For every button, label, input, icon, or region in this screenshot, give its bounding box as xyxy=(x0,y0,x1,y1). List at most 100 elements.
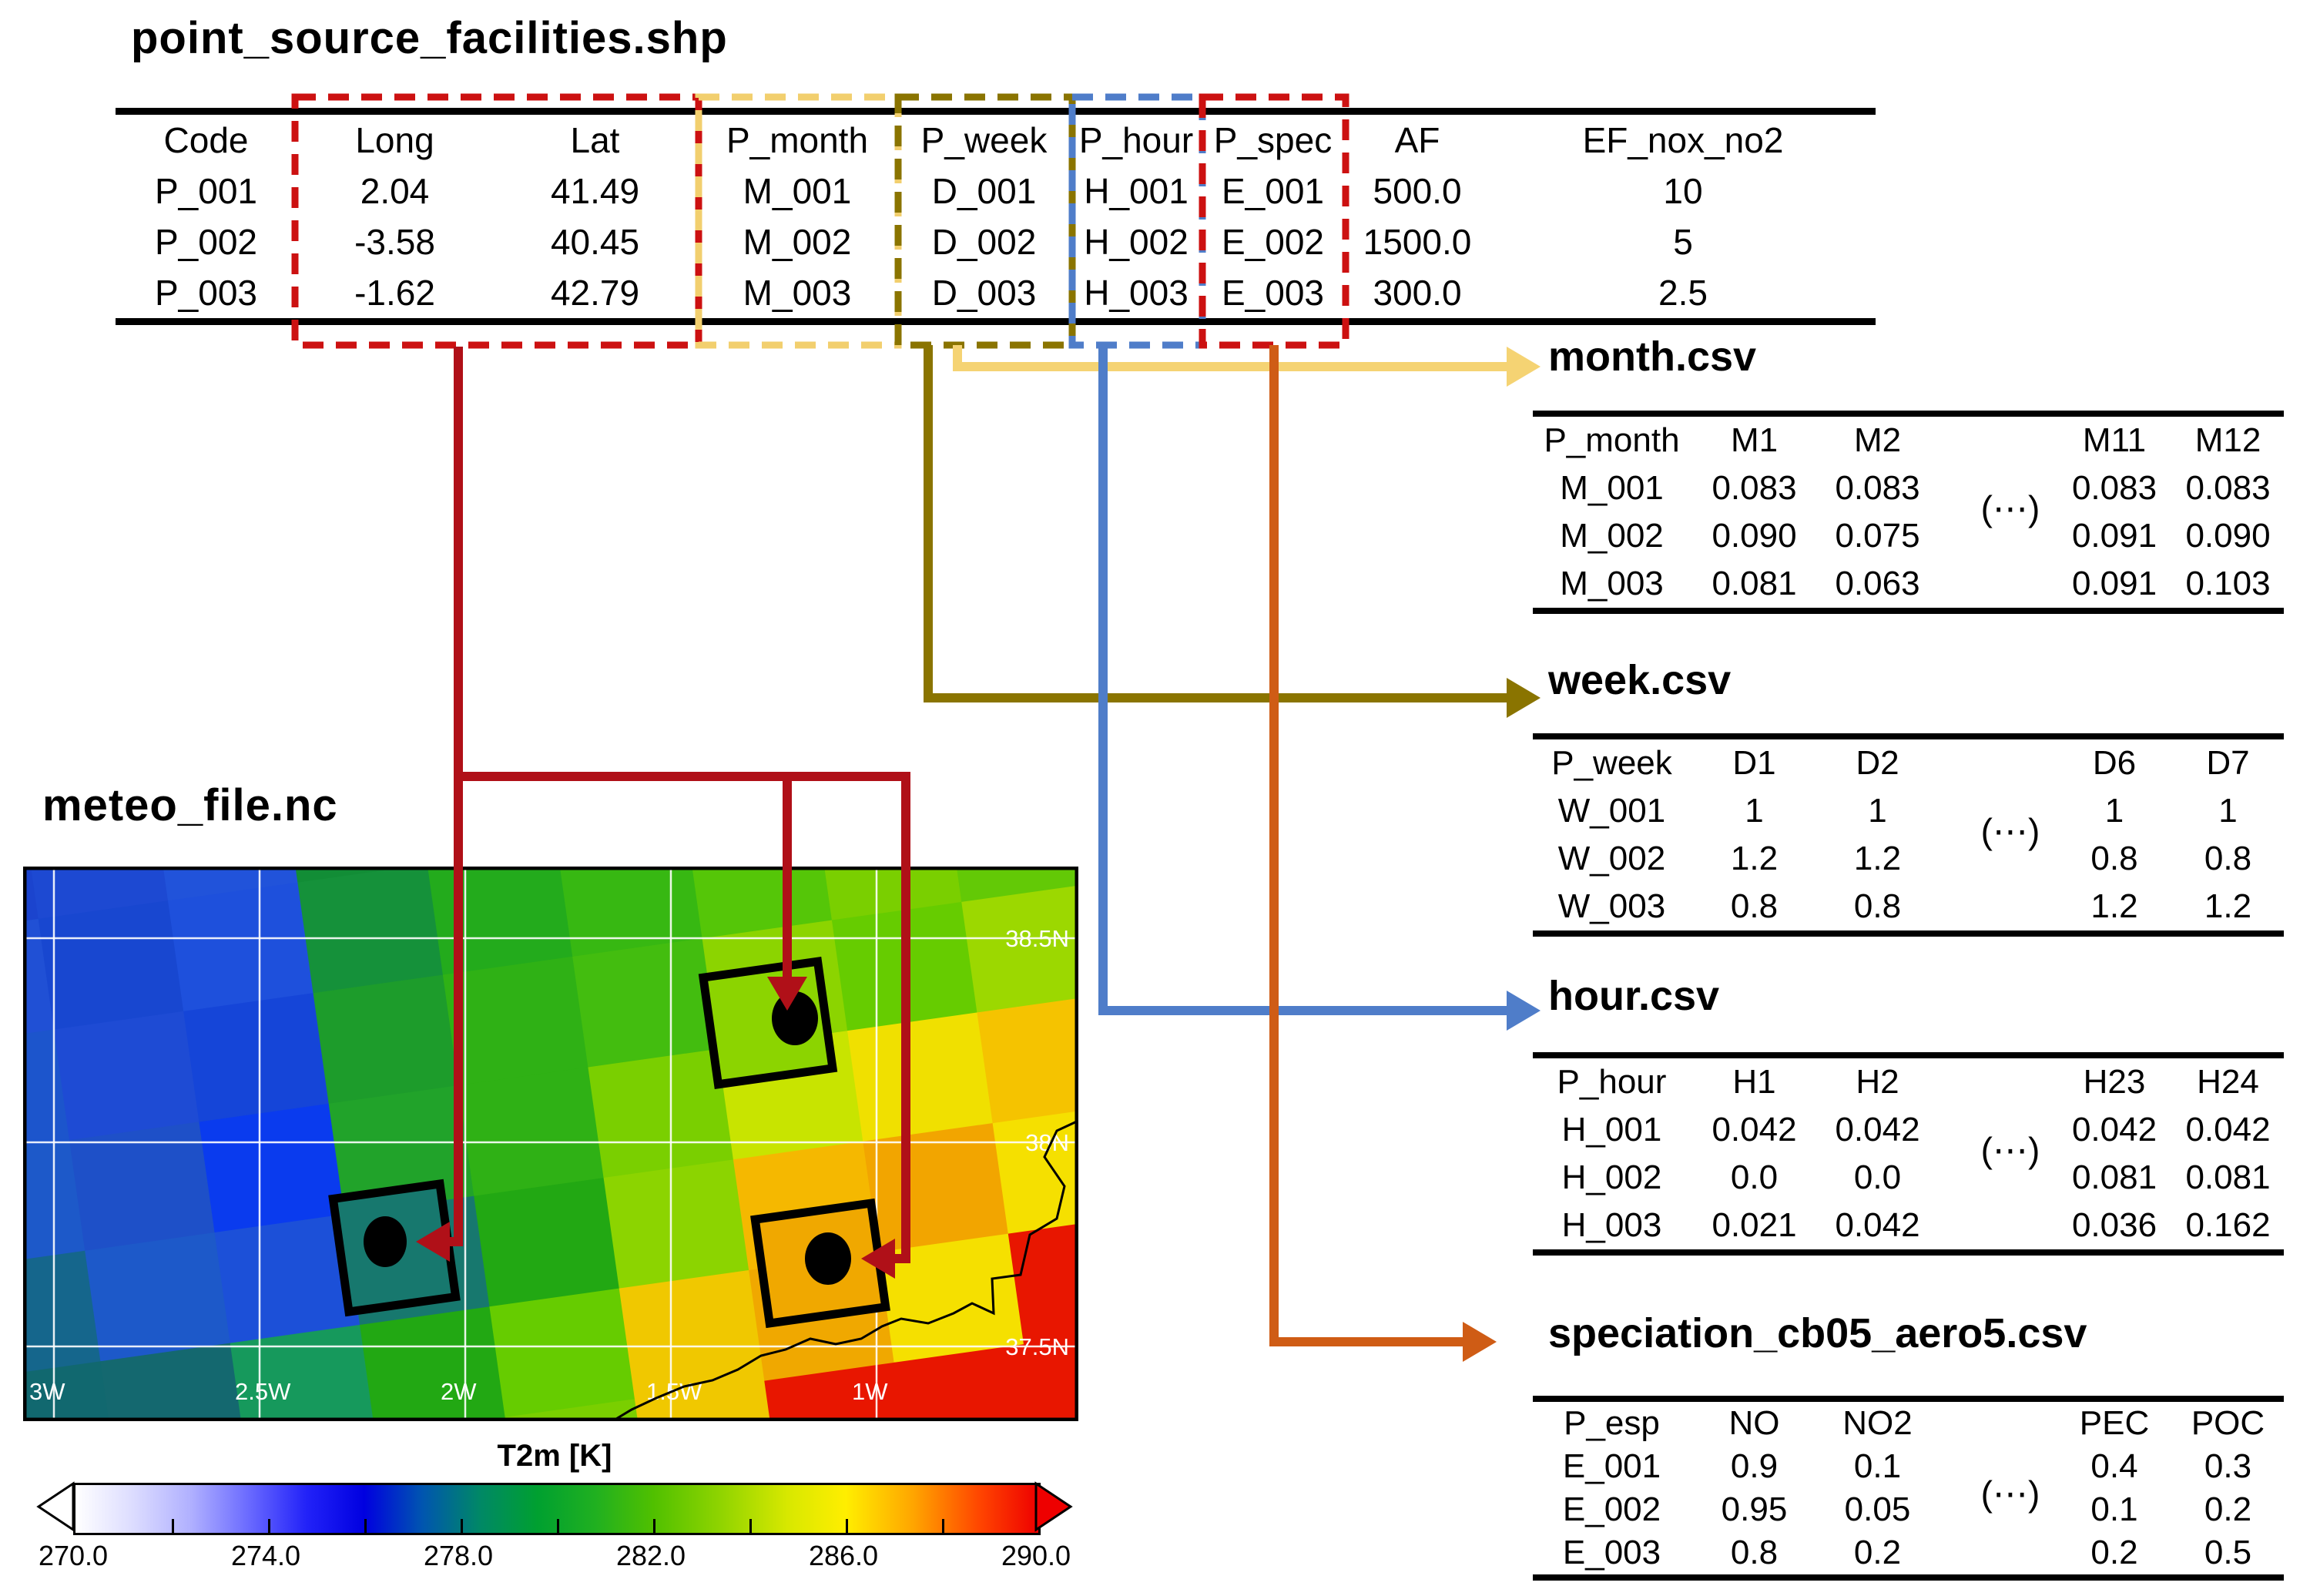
table-cell: 0.5 xyxy=(2204,1534,2252,1571)
map-cell xyxy=(23,1250,102,1381)
map-cell xyxy=(961,884,1078,1014)
column-header: Long xyxy=(355,120,434,160)
pmonth-to-month-csv-arrowhead-icon xyxy=(1507,347,1541,387)
table-cell: 0.042 xyxy=(1835,1111,1920,1148)
table-cell: 1.2 xyxy=(1730,840,1779,877)
column-header xyxy=(1937,1055,2057,1106)
facility-dot xyxy=(364,1216,407,1267)
column-header: P_hour xyxy=(1557,1063,1667,1101)
speciation-csv-table: P_esp NO NO2 PEC POC E_001 0.9 0.1 0.4 0.3 E_002 0.… xyxy=(1533,1396,2284,1581)
column-header: NO2 xyxy=(1842,1404,1913,1442)
map-cell xyxy=(816,867,963,922)
phour-to-hour-csv xyxy=(1098,345,1508,1015)
table-cell: 5 xyxy=(1673,222,1693,262)
colorbar-tick-label: 286.0 xyxy=(808,1540,879,1571)
table-cell: E_001 xyxy=(1562,1447,1661,1485)
map-cell xyxy=(686,867,833,940)
table-cell: M_001 xyxy=(743,171,852,211)
month-csv-ellipsis: (⋯) xyxy=(1980,488,2040,528)
pweek-to-week-csv xyxy=(924,345,1508,702)
map-cell xyxy=(442,956,590,1087)
lat-label: 37.5N xyxy=(1005,1333,1069,1360)
column-header: P_hour xyxy=(1078,120,1194,160)
colorbar-tick xyxy=(364,1519,367,1533)
table-cell: 2.5 xyxy=(1658,273,1708,313)
table-cell: W_002 xyxy=(1557,840,1666,877)
table-cell: H_003 xyxy=(1084,273,1189,313)
map-cell xyxy=(458,1067,605,1198)
map-cell xyxy=(619,1269,766,1400)
colorbar-tick xyxy=(846,1519,848,1533)
point-source-table: Code Long Lat P_month P_week P_hour P_spec AF EF… xyxy=(116,108,1876,325)
week-csv-title: week.csv xyxy=(1548,657,1732,703)
table-cell: H_001 xyxy=(1561,1111,1662,1148)
table-cell: 0.042 xyxy=(2185,1111,2271,1148)
table-cell: E_001 xyxy=(1221,171,1324,211)
colorbar-tick-label: 290.0 xyxy=(1001,1540,1071,1571)
pspec-to-speciation-csv-arrowhead-icon xyxy=(1463,1322,1497,1362)
table-cell: 1 xyxy=(1745,792,1764,830)
colorbar-right-arrow-icon xyxy=(1034,1481,1073,1532)
coastline xyxy=(612,1119,1078,1421)
map-cell xyxy=(100,1343,247,1421)
table-cell: 500.0 xyxy=(1373,171,1462,211)
column-header: PEC xyxy=(2079,1404,2150,1442)
map-cell xyxy=(23,1029,71,1160)
table-cell: 0.162 xyxy=(2185,1206,2271,1244)
table-cell: 0.036 xyxy=(2071,1206,2157,1244)
table-cell: W_003 xyxy=(1557,887,1666,925)
map-cell xyxy=(427,867,574,977)
table-cell: H_001 xyxy=(1084,171,1189,211)
meteo-title: meteo_file.nc xyxy=(42,780,338,830)
map-cell xyxy=(23,1361,118,1421)
table-cell: 0.9 xyxy=(1730,1447,1779,1485)
colorbar-tick-label: 274.0 xyxy=(230,1540,301,1571)
table-cell: P_001 xyxy=(154,171,257,211)
phour-to-hour-csv-arrowhead-icon xyxy=(1507,991,1541,1031)
colorbar-tick xyxy=(461,1519,463,1533)
table-cell: 0.103 xyxy=(2185,565,2271,602)
week-csv-table: P_week D1 D2 D6 D7 W_001 1 1 1 1 W_002 1.2 1.2 0.8 0.8… xyxy=(1533,733,2284,937)
table-cell: 0.063 xyxy=(1835,565,1920,602)
table-cell: 0.8 xyxy=(1730,887,1779,925)
column-header: Lat xyxy=(570,120,620,160)
speciation-csv-ellipsis: (⋯) xyxy=(1980,1474,2040,1514)
table-cell: 1.2 xyxy=(2204,887,2252,925)
table-cell: 0.081 xyxy=(1712,565,1797,602)
table-cell xyxy=(1937,883,2057,934)
colorbar-tick xyxy=(749,1519,752,1533)
table-cell: 0.4 xyxy=(2090,1447,2138,1485)
table-cell: 0.2 xyxy=(2090,1534,2138,1571)
map-border xyxy=(23,867,1078,1421)
table-cell: 0.8 xyxy=(2090,840,2138,877)
table-cell: 0.090 xyxy=(1712,517,1797,555)
table-cell: -3.58 xyxy=(354,222,435,262)
lon-label: 2.5W xyxy=(235,1378,291,1405)
table-cell: 0.042 xyxy=(1712,1111,1797,1148)
table-cell: E_003 xyxy=(1221,273,1324,313)
table-cell: 0.042 xyxy=(2071,1111,2157,1148)
table-cell: E_003 xyxy=(1562,1534,1661,1571)
map-cell xyxy=(893,1344,1041,1421)
column-header xyxy=(1937,414,2057,464)
colorbar-left-arrow-icon xyxy=(36,1481,75,1532)
table-cell: H_002 xyxy=(1561,1158,1662,1196)
table-cell: 0.021 xyxy=(1712,1206,1797,1244)
table-cell: 0.3 xyxy=(2204,1447,2252,1485)
table-cell: 0.8 xyxy=(1853,887,1902,925)
pmonth-to-month-csv xyxy=(953,345,1508,371)
map-cell xyxy=(588,1048,735,1179)
temperature-raster xyxy=(23,867,1078,1421)
table-cell: 0.083 xyxy=(1712,469,1797,507)
table-cell: 0.2 xyxy=(1853,1534,1902,1571)
column-header: H23 xyxy=(2083,1063,2146,1101)
column-header: POC xyxy=(2191,1404,2265,1442)
map-cell xyxy=(199,1103,346,1234)
table-cell: D_001 xyxy=(931,171,1037,211)
table-cell: 10 xyxy=(1663,171,1703,211)
table-cell: 300.0 xyxy=(1373,273,1462,313)
map-cell xyxy=(230,1324,377,1421)
column-header: M2 xyxy=(1853,421,1902,459)
colorbar-tick-label: 282.0 xyxy=(615,1540,686,1571)
